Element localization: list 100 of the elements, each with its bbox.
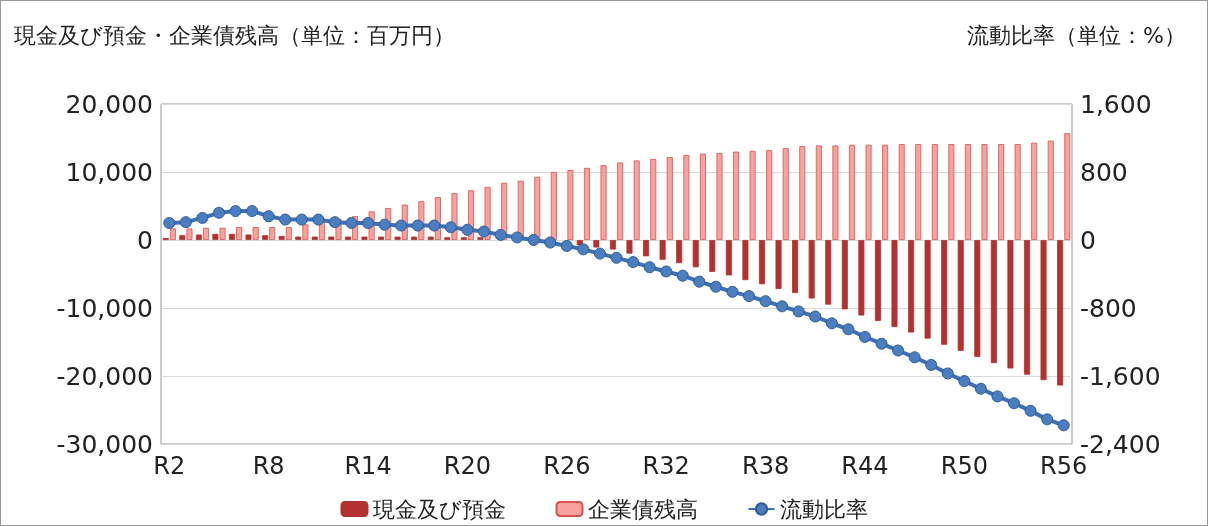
point: [328, 216, 341, 229]
bar: [808, 240, 815, 299]
point: [362, 217, 375, 229]
point: [743, 290, 756, 303]
bar: [974, 240, 981, 357]
bar: [666, 157, 673, 240]
bar: [228, 233, 235, 240]
point: [312, 213, 325, 226]
bar: [643, 240, 650, 257]
point: [676, 269, 689, 282]
point: [544, 236, 557, 249]
bar: [924, 240, 931, 339]
bar: [782, 148, 789, 240]
bar: [858, 240, 865, 316]
bar: [882, 144, 889, 240]
point: [163, 217, 176, 229]
point: [196, 211, 209, 224]
point: [892, 344, 905, 357]
bar: [219, 227, 226, 240]
bar: [742, 240, 749, 281]
bar: [709, 240, 716, 272]
bar: [609, 240, 616, 250]
bar: [941, 240, 948, 345]
bar: [981, 144, 988, 240]
y-tick-label: 10,000: [65, 157, 153, 187]
point: [792, 305, 805, 318]
point: [610, 251, 623, 264]
point: [875, 337, 888, 350]
bar: [252, 227, 259, 240]
bar: [186, 228, 193, 240]
x-tick-label: R14: [344, 452, 392, 480]
x-tick-label: R20: [443, 452, 492, 480]
bar: [841, 240, 848, 310]
x-tick-label: R50: [940, 452, 988, 480]
bar: [550, 172, 557, 240]
bar: [1014, 144, 1021, 240]
y-tick-label: 20,000: [65, 89, 153, 119]
bar: [534, 176, 541, 240]
bar: [1023, 240, 1030, 375]
bar: [775, 240, 782, 289]
bar: [915, 144, 922, 240]
y2-tick-label: -1,600: [1080, 361, 1161, 391]
bar: [1007, 240, 1014, 369]
point: [941, 367, 954, 380]
point: [593, 247, 606, 260]
bar: [815, 145, 822, 240]
point: [809, 310, 822, 323]
y2-axis-title: 流動比率（単位：%）: [967, 22, 1186, 48]
point: [1057, 419, 1070, 432]
point: [643, 261, 656, 274]
bar: [1064, 133, 1071, 240]
point: [908, 351, 921, 364]
point: [974, 382, 987, 395]
x-tick-label: R2: [153, 452, 186, 480]
bar: [311, 236, 318, 240]
bar: [832, 145, 839, 240]
bar: [964, 144, 971, 240]
point: [991, 390, 1004, 403]
bar: [825, 240, 832, 305]
legend-label: 流動比率: [779, 496, 868, 522]
bar: [262, 235, 269, 240]
bar: [792, 240, 799, 294]
bar: [766, 150, 773, 240]
point: [395, 219, 408, 232]
bar: [848, 144, 855, 240]
point: [842, 323, 855, 336]
bar: [344, 236, 351, 240]
point: [229, 205, 242, 218]
bar: [633, 160, 640, 240]
bar: [683, 155, 690, 240]
bar: [179, 235, 186, 240]
bar: [169, 228, 176, 240]
point: [428, 219, 441, 232]
point: [776, 300, 789, 313]
bar: [394, 236, 401, 240]
point: [560, 239, 573, 252]
bar: [626, 240, 633, 254]
point: [461, 223, 474, 236]
bar: [749, 150, 756, 240]
x-tick-label: R38: [741, 452, 790, 480]
y2-tick-label: 0: [1080, 225, 1096, 255]
point: [627, 256, 640, 269]
bar: [725, 240, 732, 276]
bar: [957, 240, 964, 351]
point: [378, 218, 391, 231]
bar: [567, 169, 574, 240]
x-tick-label: R8: [252, 452, 285, 480]
x-tick-label: R26: [543, 452, 591, 480]
y-tick-label: -30,000: [56, 429, 153, 459]
bar: [583, 167, 590, 240]
x-tick-label: R44: [841, 452, 889, 480]
bar: [203, 227, 210, 240]
y2-tick-label: 800: [1080, 157, 1128, 187]
bar: [799, 146, 806, 240]
bar: [295, 236, 302, 240]
point: [660, 265, 673, 278]
point: [726, 285, 739, 298]
bar: [948, 144, 955, 240]
bar: [716, 152, 723, 240]
point: [825, 317, 838, 330]
